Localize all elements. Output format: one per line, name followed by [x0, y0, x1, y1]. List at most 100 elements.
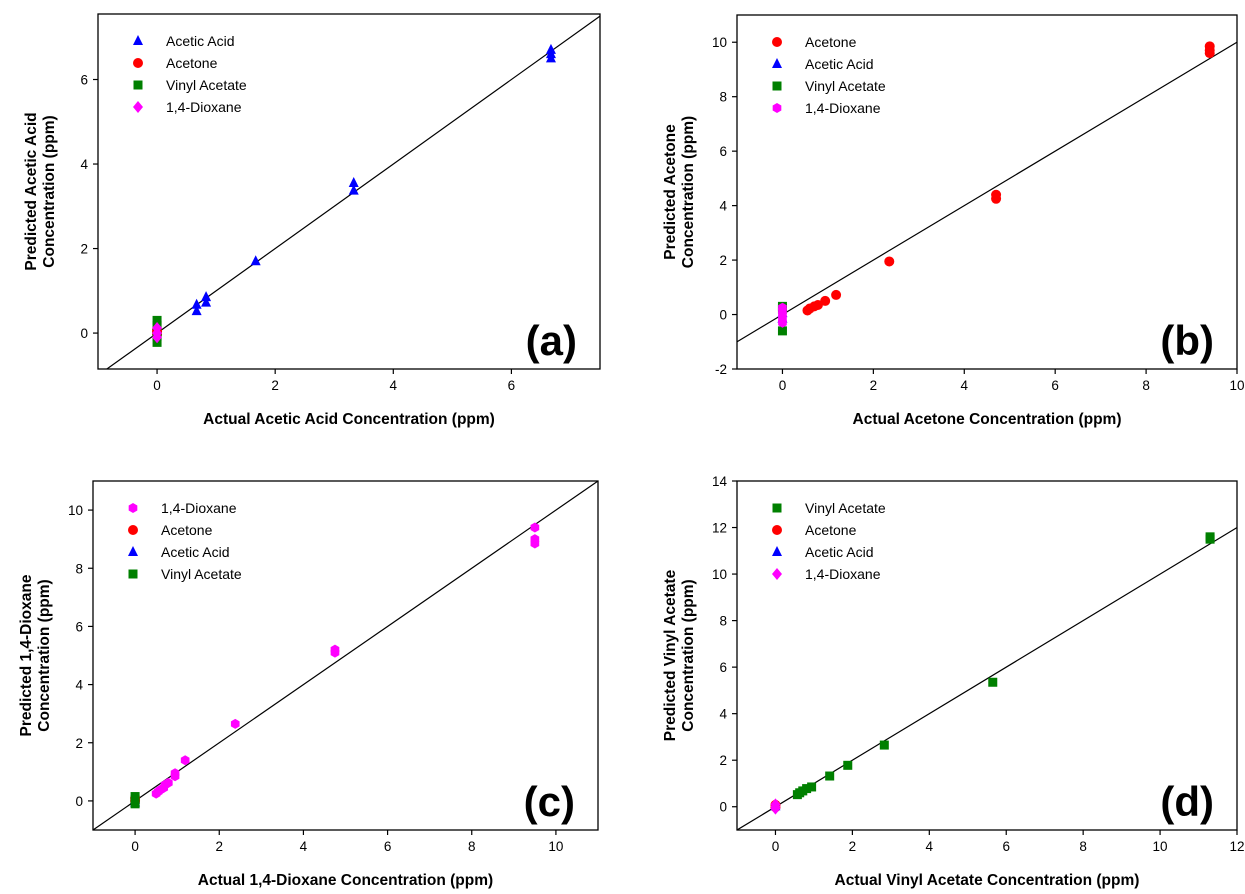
- x-axis-title: Actual 1,4-Dioxane Concentration (ppm): [198, 872, 493, 889]
- panel-label: (c): [524, 778, 575, 825]
- legend-marker-acetone: [133, 58, 143, 68]
- data-point-vinyl-acetate: [807, 782, 817, 792]
- x-tick-label: 2: [271, 378, 279, 393]
- legend-marker-dioxane: [772, 568, 782, 580]
- plot-frame: [736, 480, 1238, 831]
- data-points: [130, 522, 540, 809]
- panel-label: (b): [1160, 317, 1214, 364]
- legend: Acetone Acetic Acid Vinyl Acetate 1,4-Dioxa…: [772, 34, 886, 116]
- y-tick-label: 4: [719, 199, 727, 214]
- legend-label: Acetone: [805, 522, 857, 538]
- x-tick-label: 6: [1002, 839, 1010, 854]
- x-tick-label: 2: [849, 839, 857, 854]
- x-tick-label: 8: [1142, 378, 1150, 393]
- y-tick-label: 2: [80, 242, 88, 257]
- y-tick-label: -2: [715, 362, 727, 377]
- data-point-acetic-acid: [545, 43, 556, 54]
- data-point-dioxane: [770, 802, 781, 815]
- x-tick-label: 6: [384, 839, 392, 854]
- data-point-acetic-acid: [348, 184, 359, 195]
- y-tick-label: 6: [80, 73, 88, 88]
- data-point-acetone: [820, 295, 831, 306]
- x-tick-label: 8: [1079, 839, 1087, 854]
- data-point-acetone: [802, 305, 813, 316]
- data-point-vinyl-acetate: [152, 315, 162, 325]
- legend-label: 1,4-Dioxane: [805, 566, 881, 582]
- legend-label: Acetone: [166, 55, 218, 71]
- y-axis-title-line: Concentration (ppm): [41, 115, 58, 267]
- y-axis-title-line: Concentration (ppm): [36, 579, 53, 731]
- legend-marker-acetone: [772, 37, 782, 47]
- legend-marker-acetic-acid: [133, 35, 143, 45]
- x-tick-label: 10: [1229, 378, 1244, 393]
- legend: Acetic Acid Acetone Vinyl Acetate 1,4-Dioxa…: [133, 33, 247, 115]
- legend-marker-dioxane: [128, 503, 138, 513]
- data-point-vinyl-acetate: [792, 790, 802, 800]
- x-tick-label: 0: [153, 378, 161, 393]
- data-point-vinyl-acetate: [988, 677, 998, 687]
- x-tick-label: 0: [772, 839, 780, 854]
- legend-marker-dioxane: [772, 103, 782, 113]
- x-tick-label: 12: [1229, 839, 1244, 854]
- y-tick-label: 2: [719, 253, 727, 268]
- y-axis-title: Predicted 1,4-DioxaneConcentration (ppm): [18, 574, 53, 736]
- x-tick-label: 4: [926, 839, 934, 854]
- x-tick-label: 2: [215, 839, 223, 854]
- legend-marker-acetic-acid: [772, 58, 782, 68]
- data-point-vinyl-acetate: [1205, 534, 1215, 544]
- chart-panel-b: 0 2 4 6 8 10 -2 0 2 4 6 8 10 Actual Acetone Concentra…: [662, 14, 1245, 428]
- y-axis-title: Predicted Acetic AcidConcentration (ppm): [23, 112, 58, 270]
- y-tick-label: 10: [68, 503, 83, 518]
- x-tick-label: 10: [548, 839, 563, 854]
- x-tick-label: 0: [131, 839, 139, 854]
- data-points: [152, 43, 556, 347]
- legend-label: Acetic Acid: [166, 33, 234, 49]
- identity-line: [737, 41, 1237, 343]
- data-point-dioxane: [778, 317, 787, 328]
- y-tick-label: 10: [712, 567, 727, 582]
- data-point-acetic-acid: [348, 177, 359, 188]
- y-axis-title-line: Predicted Acetic Acid: [23, 112, 40, 270]
- data-point-vinyl-acetate: [843, 760, 853, 770]
- legend: 1,4-Dioxane Acetone Acetic Acid Vinyl Aceta…: [128, 500, 242, 582]
- y-tick-label: 0: [719, 308, 727, 323]
- legend-label: Acetone: [805, 34, 857, 50]
- data-point-dioxane: [170, 771, 180, 782]
- legend-label: Acetic Acid: [805, 56, 873, 72]
- data-point-acetone: [991, 193, 1002, 204]
- legend-label: Acetic Acid: [161, 544, 229, 560]
- data-point-dioxane: [180, 755, 190, 766]
- x-tick-label: 6: [508, 378, 516, 393]
- legend-label: 1,4-Dioxane: [166, 99, 242, 115]
- y-tick-label: 4: [75, 678, 83, 693]
- y-tick-label: 14: [712, 474, 728, 489]
- x-tick-label: 6: [1051, 378, 1059, 393]
- data-points: [770, 532, 1215, 815]
- data-point-dioxane: [152, 331, 163, 344]
- x-tick-label: 0: [779, 378, 787, 393]
- y-axis-title: Predicted Vinyl AcetateConcentration (pp…: [662, 569, 697, 741]
- legend-marker-vinyl-acetate: [772, 503, 782, 513]
- y-tick-label: 4: [80, 157, 88, 172]
- data-point-acetic-acid: [201, 291, 212, 302]
- data-point-acetone: [1204, 48, 1215, 59]
- data-point-acetic-acid: [191, 298, 202, 309]
- y-tick-label: 4: [719, 707, 727, 722]
- data-point-dioxane: [330, 647, 340, 658]
- identity-line: [93, 481, 598, 830]
- data-point-vinyl-acetate: [825, 771, 835, 781]
- x-tick-label: 4: [300, 839, 308, 854]
- legend-label: Vinyl Acetate: [805, 500, 886, 516]
- y-tick-label: 6: [75, 619, 83, 634]
- legend-marker-acetone: [128, 525, 138, 535]
- data-point-dioxane: [530, 538, 540, 549]
- data-point-acetone: [831, 289, 842, 300]
- data-point-acetone: [884, 256, 895, 267]
- y-axis-title-line: Predicted Vinyl Acetate: [662, 569, 679, 741]
- x-tick-label: 8: [468, 839, 476, 854]
- legend-label: Vinyl Acetate: [166, 77, 247, 93]
- x-axis-title: Actual Acetic Acid Concentration (ppm): [203, 411, 495, 428]
- x-axis-title: Actual Vinyl Acetate Concentration (ppm): [835, 872, 1140, 889]
- data-point-vinyl-acetate: [777, 326, 787, 336]
- y-tick-label: 0: [75, 794, 83, 809]
